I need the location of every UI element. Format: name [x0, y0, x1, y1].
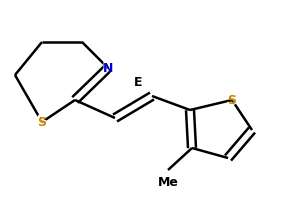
Text: S: S	[228, 93, 237, 107]
Text: Me: Me	[154, 173, 182, 191]
Text: S: S	[36, 113, 48, 131]
Text: N: N	[103, 61, 113, 74]
Text: E: E	[132, 73, 144, 91]
Text: Me: Me	[158, 176, 178, 188]
Text: N: N	[101, 59, 115, 77]
Text: E: E	[134, 76, 142, 88]
Text: S: S	[38, 115, 46, 128]
Text: S: S	[226, 91, 238, 109]
